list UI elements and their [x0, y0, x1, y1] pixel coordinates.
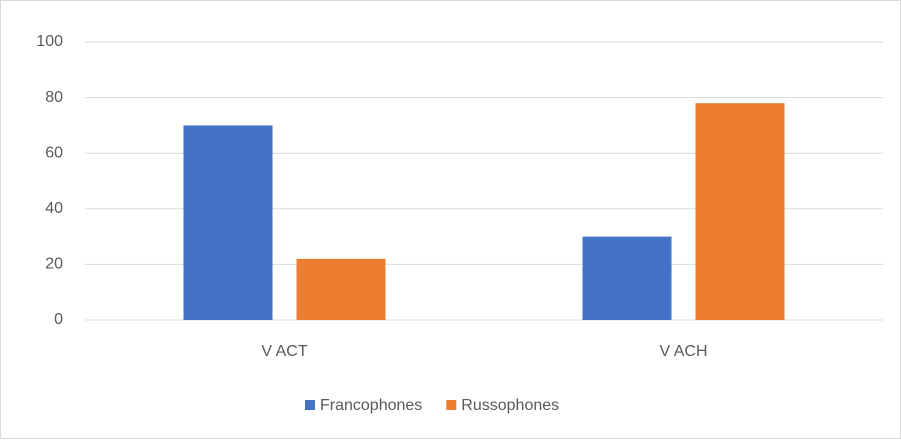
legend-label: Francophones: [320, 397, 422, 414]
y-tick-label: 100: [36, 33, 63, 50]
legend-swatch: [305, 400, 315, 410]
legend-label: Russophones: [461, 397, 559, 414]
y-tick-label: 40: [45, 200, 63, 217]
bar: [183, 125, 273, 321]
legend-swatch: [446, 400, 457, 410]
y-tick-label: 0: [54, 311, 63, 328]
bar: [296, 258, 386, 320]
bar: [582, 236, 672, 320]
y-tick-label: 80: [45, 89, 63, 106]
x-tick-label: V ACH: [659, 343, 707, 360]
x-tick-label: V ACT: [261, 343, 307, 360]
y-tick-label: 60: [45, 144, 63, 161]
y-tick-label: 20: [45, 256, 63, 273]
bar: [695, 103, 785, 320]
